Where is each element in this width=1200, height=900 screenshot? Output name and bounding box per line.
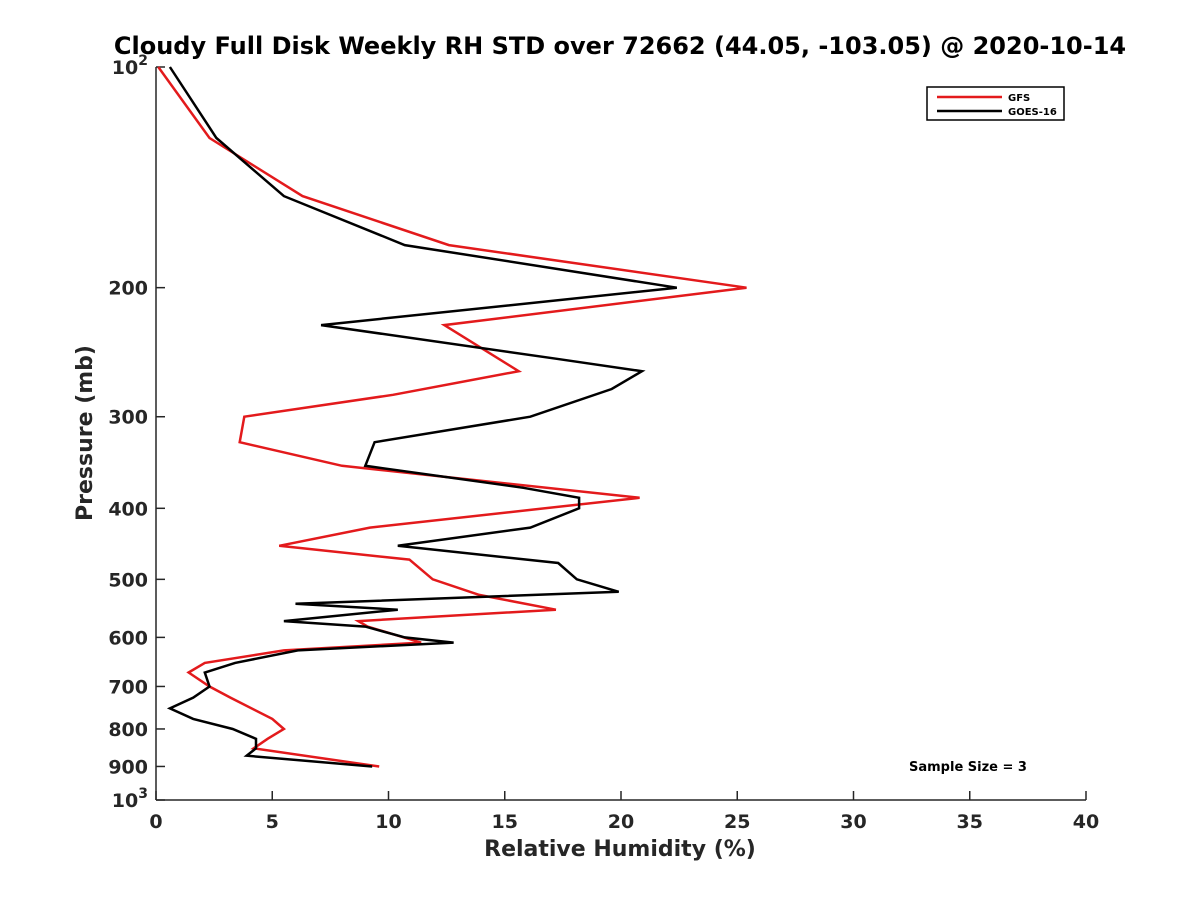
y-tick-label: 700	[108, 676, 148, 698]
x-axis-label: Relative Humidity (%)	[484, 837, 756, 862]
x-tick-label: 40	[1073, 811, 1099, 833]
series-line-gfs	[157, 66, 747, 768]
x-tick-label: 5	[266, 811, 279, 833]
x-tick-label: 35	[957, 811, 983, 833]
y-tick-label-exponent: 2	[138, 53, 148, 69]
y-tick-label: 600	[108, 627, 148, 649]
x-tick-label: 15	[492, 811, 518, 833]
legend: GFS GOES-16	[926, 86, 1065, 121]
y-axis-label: Pressure (mb)	[73, 345, 98, 521]
legend-box	[926, 86, 1065, 121]
y-tick-label-base: 10	[112, 57, 138, 79]
x-tick-label: 30	[840, 811, 866, 833]
x-tick-label: 25	[724, 811, 750, 833]
chart-title: Cloudy Full Disk Weekly RH STD over 7266…	[114, 32, 1126, 60]
series-line-goes16	[166, 66, 677, 768]
sample-size-annotation: Sample Size = 3	[909, 760, 1027, 775]
series-lines	[157, 66, 747, 768]
y-tick-label: 800	[108, 719, 148, 741]
y-tick-label: 200	[108, 278, 148, 300]
x-tick-label: 0	[149, 811, 162, 833]
y-tick-label: 102	[112, 53, 148, 79]
y-tick-label-base: 10	[112, 790, 138, 812]
y-tick-label: 103	[112, 786, 148, 812]
y-tick-label: 500	[108, 569, 148, 591]
plot-area	[155, 67, 1086, 801]
y-tick-label: 400	[108, 498, 148, 520]
x-tick-label: 20	[608, 811, 634, 833]
legend-label-gfs: GFS	[1008, 93, 1030, 104]
x-tick-label: 10	[375, 811, 401, 833]
legend-label-goes16: GOES-16	[1008, 107, 1057, 118]
y-tick-label: 300	[108, 407, 148, 429]
y-tick-label: 900	[108, 756, 148, 778]
y-tick-label-exponent: 3	[138, 786, 148, 802]
x-axis-ticks: 0 5 10 15 20 25 30 35 40	[149, 791, 1099, 833]
